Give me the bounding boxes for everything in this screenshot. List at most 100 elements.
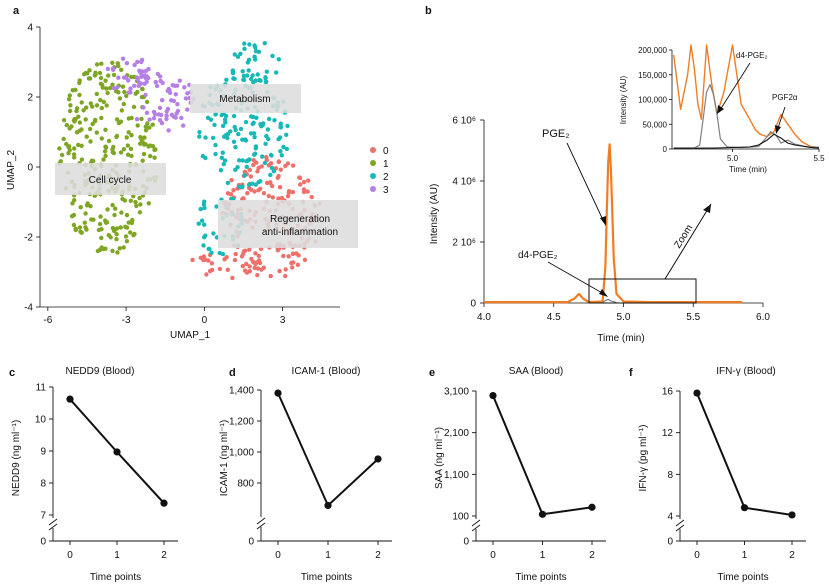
c-y-label: NEDD9 (ng ml⁻¹): [11, 420, 22, 496]
umap-point-cluster-1: [58, 159, 63, 164]
umap-point-cluster-1: [74, 130, 80, 135]
panel-letter-b: b: [425, 5, 432, 17]
umap-point-cluster-1: [98, 81, 104, 87]
umap-point-cluster-0: [202, 257, 208, 262]
chrom-inset: 5.0 5.5 0 50,000 100,000 150,000 200,000 Time …: [619, 44, 825, 174]
umap-point-cluster-3: [183, 96, 189, 101]
umap-point-cluster-3: [141, 105, 146, 110]
umap-point-cluster-2: [255, 72, 260, 77]
chrom-y-tick-label: 0: [470, 299, 476, 310]
umap-point-cluster-0: [233, 251, 238, 257]
umap-point-cluster-1: [77, 92, 82, 98]
umap-point-cluster-2: [196, 221, 201, 226]
umap-point-cluster-1: [77, 120, 83, 125]
umap-point-cluster-2: [208, 117, 214, 122]
umap-point-cluster-0: [255, 266, 261, 271]
umap-point-cluster-1: [103, 127, 108, 132]
umap-point-cluster-2: [264, 79, 269, 84]
umap-point-cluster-1: [114, 232, 119, 237]
umap-point-cluster-1: [99, 61, 104, 66]
panel-letter-e: e: [429, 367, 435, 379]
umap-point-cluster-1: [67, 147, 72, 153]
umap-point-cluster-2: [284, 146, 289, 152]
umap-point-cluster-2: [213, 151, 218, 157]
umap-point-cluster-1: [99, 136, 105, 141]
umap-point-cluster-1: [77, 225, 83, 230]
umap-point-cluster-0: [255, 169, 260, 174]
umap-point-cluster-3: [128, 90, 133, 95]
pge2-arrowhead: [600, 216, 606, 226]
umap-point-cluster-2: [246, 68, 251, 73]
umap-point-cluster-2: [202, 205, 207, 211]
umap-point-cluster-0: [295, 262, 301, 267]
chrom-y-tick-label: 4 10⁶: [452, 177, 476, 188]
umap-point-cluster-3: [164, 116, 169, 122]
umap-point-cluster-1: [128, 230, 133, 235]
cell-cycle-label: Cell cycle: [89, 175, 132, 186]
umap-point-cluster-2: [278, 121, 283, 126]
umap-point-cluster-1: [146, 201, 151, 206]
umap-point-cluster-0: [279, 195, 285, 201]
umap-point-cluster-1: [73, 227, 79, 233]
umap-point-cluster-0: [225, 191, 231, 196]
umap-point-cluster-3: [134, 117, 140, 122]
umap-point-cluster-2: [251, 80, 256, 85]
f-y-tick-label: 8: [667, 470, 673, 481]
umap-point-cluster-3: [144, 110, 150, 116]
umap-point-cluster-1: [118, 150, 124, 155]
umap-point-cluster-1: [148, 153, 153, 159]
umap-point-cluster-2: [281, 144, 286, 150]
d-zero-label: 0: [248, 537, 254, 548]
legend-dot-2: [370, 173, 376, 179]
umap-point-cluster-1: [120, 84, 126, 89]
umap-point-cluster-1: [83, 117, 88, 122]
umap-point-cluster-3: [179, 115, 184, 121]
umap-point-cluster-2: [260, 154, 265, 159]
umap-point-cluster-1: [90, 121, 95, 127]
chrom-x-tick-label: 4.0: [477, 312, 491, 323]
umap-point-cluster-2: [262, 160, 268, 166]
legend-dot-1: [370, 160, 376, 166]
inset-d4-arrowhead: [717, 105, 724, 114]
umap-point-cluster-1: [124, 239, 130, 244]
inset-ticks: 5.0 5.5 0 50,000 100,000 150,000 200,000: [638, 46, 825, 163]
f-x-label: Time points: [717, 572, 768, 583]
umap-point-cluster-1: [140, 140, 145, 145]
umap-point-cluster-1: [124, 212, 130, 218]
umap-point-cluster-1: [86, 76, 92, 81]
umap-point-cluster-2: [244, 73, 250, 78]
e-x-tick-label: 1: [540, 550, 546, 561]
umap-point-cluster-2: [253, 57, 258, 62]
umap-point-cluster-1: [138, 135, 143, 140]
d-x-tick-label: 2: [375, 550, 381, 561]
umap-point-cluster-2: [220, 251, 226, 257]
umap-point-cluster-1: [110, 82, 115, 87]
umap-point-cluster-3: [126, 78, 131, 83]
umap-point-cluster-1: [119, 108, 125, 113]
icam1-panel: ICAM-1 (Blood) 800 1,000 1,200 1,400 0 0 1 2 Time…: [219, 366, 392, 583]
umap-point-cluster-1: [152, 155, 157, 160]
umap-point-cluster-3: [105, 66, 111, 72]
umap-point-cluster-2: [274, 70, 279, 75]
umap-point-cluster-0: [231, 188, 236, 193]
umap-point-cluster-0: [302, 257, 308, 262]
umap-point-cluster-0: [240, 263, 245, 269]
umap-point-cluster-2: [201, 243, 206, 248]
legend-dot-0: [370, 147, 376, 153]
umap-point-cluster-3: [173, 92, 178, 97]
umap-point-cluster-3: [160, 98, 165, 103]
umap-point-cluster-0: [251, 158, 256, 163]
umap-point-cluster-0: [259, 164, 264, 169]
d-x-label: Time points: [301, 572, 352, 583]
umap-point-cluster-1: [133, 199, 138, 205]
umap-point-cluster-3: [175, 102, 180, 107]
umap-point-cluster-1: [83, 211, 88, 216]
umap-point-cluster-1: [150, 122, 155, 127]
umap-point-cluster-1: [114, 117, 120, 122]
umap-point-cluster-2: [235, 54, 241, 59]
umap-point-cluster-1: [129, 133, 134, 138]
e-y-tick-label: 2,100: [444, 428, 469, 439]
umap-point-cluster-1: [72, 146, 77, 151]
umap-point-cluster-1: [152, 147, 157, 153]
